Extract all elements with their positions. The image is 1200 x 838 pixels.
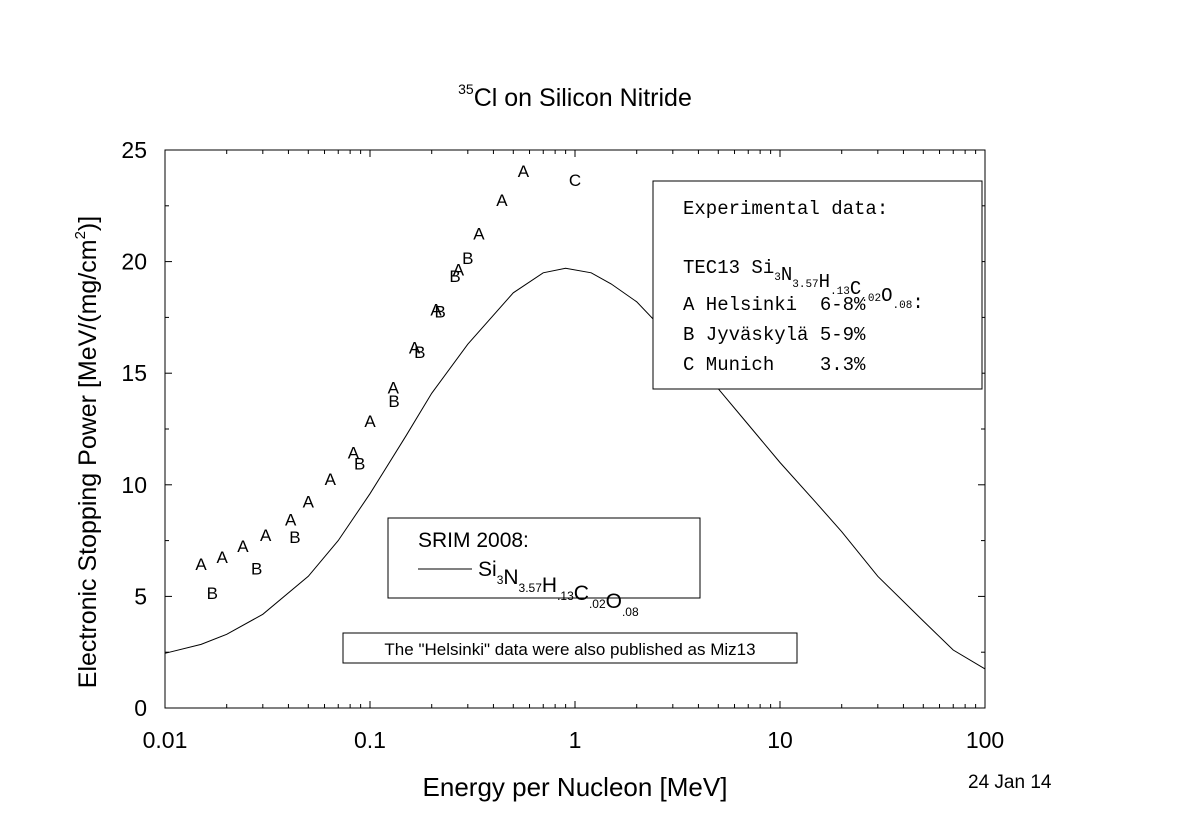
srim-legend-box — [387, 517, 701, 599]
experimental-legend-entry: B Jyväskylä 5-9% — [683, 324, 866, 346]
data-point-a: A — [195, 555, 207, 574]
y-tick-label: 15 — [121, 360, 147, 386]
experimental-legend-heading: Experimental data: — [683, 198, 888, 220]
x-tick-label: 0.01 — [143, 727, 188, 753]
x-tick-label: 1 — [569, 727, 582, 753]
data-point-a: A — [364, 412, 376, 431]
note-box — [342, 632, 798, 664]
chart-title: 35Cl on Silicon Nitride — [458, 81, 692, 112]
experimental-legend-formula: TEC13 Si3N3.57H.13C.02O.08: — [683, 257, 924, 314]
data-point-a: A — [453, 260, 465, 279]
date-stamp: 24 Jan 14 — [968, 772, 1052, 793]
data-point-a: A — [388, 379, 400, 398]
data-point-b: B — [251, 559, 262, 578]
data-point-a: A — [216, 548, 228, 567]
data-point-b: B — [435, 303, 446, 322]
data-point-a: A — [325, 470, 337, 489]
y-tick-label: 5 — [134, 583, 147, 609]
x-tick-label: 10 — [767, 727, 793, 753]
x-tick-label: 100 — [966, 727, 1004, 753]
data-point-a: A — [303, 492, 315, 511]
data-point-b: B — [388, 392, 399, 411]
data-point-b: B — [414, 343, 425, 362]
experimental-legend-box — [652, 180, 983, 390]
data-point-a: A — [348, 443, 360, 462]
y-axis-label: Electronic Stopping Power [MeV/(mg/cm2)] — [72, 216, 102, 688]
data-point-a: A — [285, 510, 297, 529]
data-point-a: A — [260, 526, 272, 545]
data-point-a: A — [518, 162, 530, 181]
srim-curve — [164, 267, 986, 670]
data-point-a: A — [496, 191, 508, 210]
note-text: The "Helsinki" data were also published … — [384, 640, 755, 659]
x-tick-label: 0.1 — [354, 727, 386, 753]
y-tick-label: 25 — [121, 137, 147, 163]
data-point-b: B — [354, 454, 365, 473]
y-tick-label: 10 — [121, 472, 147, 498]
y-tick-label: 20 — [121, 249, 147, 275]
experimental-legend-entry: A Helsinki 6-8% — [683, 294, 866, 316]
data-point-b: B — [449, 267, 460, 286]
data-point-a: A — [409, 338, 421, 357]
data-point-b: B — [207, 584, 218, 603]
data-point-b: B — [289, 528, 300, 547]
srim-legend-formula: Si3N3.57H.13C.02O.08 — [478, 558, 639, 619]
data-point-b: B — [462, 249, 473, 268]
data-point-a: A — [237, 537, 249, 556]
data-point-c: C — [569, 171, 581, 190]
experimental-legend-entry: C Munich 3.3% — [683, 354, 866, 376]
data-point-a: A — [430, 300, 442, 319]
x-axis-label: Energy per Nucleon [MeV] — [423, 772, 728, 802]
data-point-a: A — [473, 225, 485, 244]
srim-legend-heading: SRIM 2008: — [418, 529, 529, 552]
y-tick-label: 0 — [134, 695, 147, 721]
